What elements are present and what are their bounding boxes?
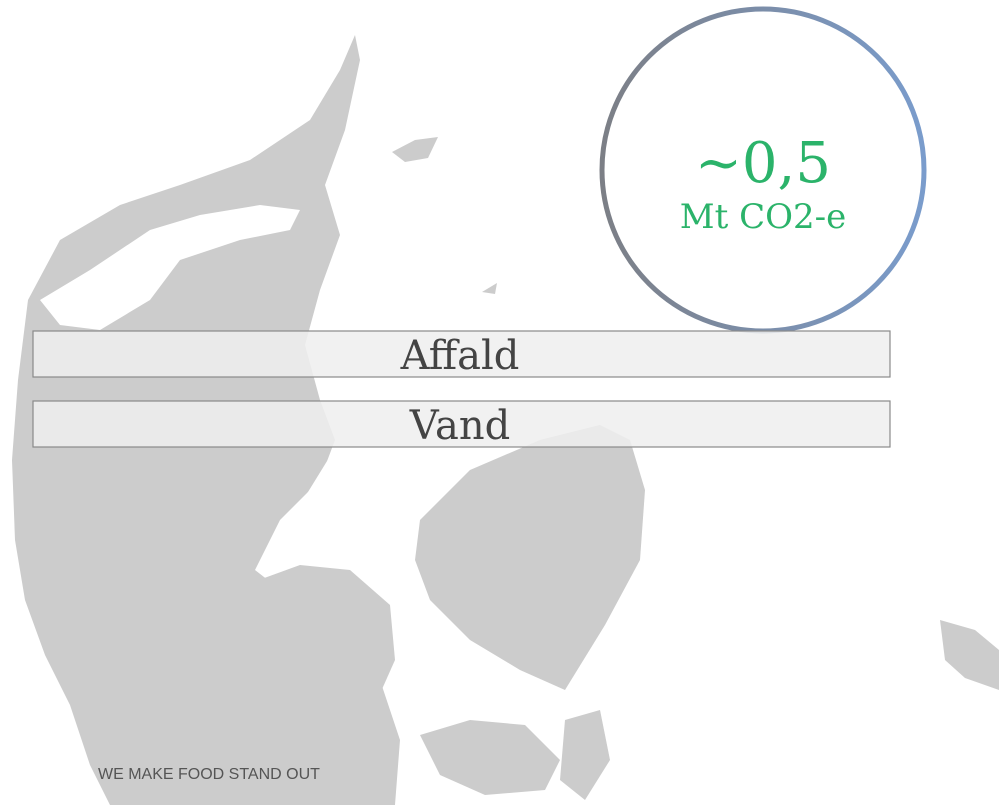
box [32,330,891,378]
laeso [392,137,438,162]
bornholm [940,620,999,690]
co2-value: ~0,5 [695,131,831,196]
box-label: Affald [400,333,520,379]
zealand [415,425,645,690]
lolland [420,720,560,795]
funen [245,565,395,725]
co2-unit: Mt CO2-e [680,197,846,237]
falster [560,710,610,800]
footer: WE MAKE FOOD STAND OUT [98,766,320,783]
lakes [40,205,360,520]
anholt [482,283,497,294]
box-label: Vand [409,403,510,449]
box [32,400,891,448]
limfjord [40,205,300,330]
fjord [300,440,360,520]
